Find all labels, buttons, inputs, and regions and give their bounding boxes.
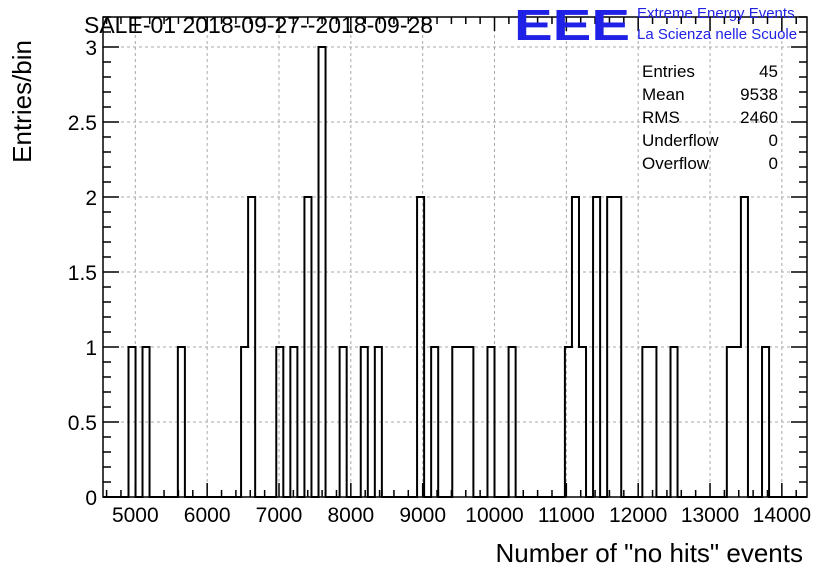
x-tick-label-0: 5000	[112, 504, 159, 527]
stats-value-3: 0	[769, 131, 778, 150]
eee-logo: EEE Extreme Energy Events La Scienza nel…	[514, 1, 797, 50]
y-tick-label-5: 2.5	[68, 112, 97, 135]
grid-lines	[103, 17, 807, 497]
x-tick-label-3: 8000	[327, 504, 374, 527]
eee-logo-mark: EEE	[514, 1, 630, 50]
y-axis-title: Entries/bin	[7, 40, 37, 163]
eee-logo-line2: La Scienza nelle Scuole	[637, 26, 797, 43]
y-tick-label-3: 1.5	[68, 262, 97, 285]
x-tick-label-4: 9000	[399, 504, 446, 527]
x-tick-label-2: 7000	[256, 504, 303, 527]
chart-title: SALE-01 2018-09-27--2018-09-28	[84, 12, 433, 38]
stats-label-4: Overflow	[642, 154, 710, 173]
y-tick-label-6: 3	[85, 37, 97, 60]
stats-value-1: 9538	[740, 85, 778, 104]
y-tick-labels: 0 0.5 1 1.5 2 2.5 3	[68, 37, 97, 510]
x-tick-label-6: 11000	[538, 504, 595, 527]
axis-ticks	[103, 16, 807, 498]
x-tick-label-9: 14000	[753, 504, 811, 527]
eee-logo-line1: Extreme Energy Events	[637, 5, 795, 22]
x-tick-labels: 5000 6000 7000 8000 9000 10000 11000 12000 13000…	[112, 504, 811, 527]
x-tick-label-5: 10000	[465, 504, 523, 527]
histogram-outline	[103, 46, 807, 498]
y-tick-label-0: 0	[85, 487, 97, 510]
stats-label-0: Entries	[642, 62, 695, 81]
stats-label-3: Underflow	[642, 131, 719, 150]
stats-value-2: 2460	[740, 108, 778, 127]
stats-value-4: 0	[769, 154, 778, 173]
x-tick-label-7: 12000	[609, 504, 667, 527]
stats-box: Entries 45 Mean 9538 RMS 2460 Underflow 0 Overfl…	[642, 62, 778, 173]
x-tick-label-1: 6000	[184, 504, 231, 527]
stats-value-0: 45	[759, 62, 778, 81]
plot-frame	[102, 16, 808, 498]
y-tick-label-4: 2	[85, 187, 97, 210]
y-tick-label-1: 0.5	[68, 412, 97, 435]
stats-label-2: RMS	[642, 108, 680, 127]
x-tick-label-8: 13000	[681, 504, 739, 527]
stats-label-1: Mean	[642, 85, 685, 104]
y-tick-label-2: 1	[85, 337, 97, 360]
x-axis-title: Number of "no hits" events	[496, 538, 804, 568]
